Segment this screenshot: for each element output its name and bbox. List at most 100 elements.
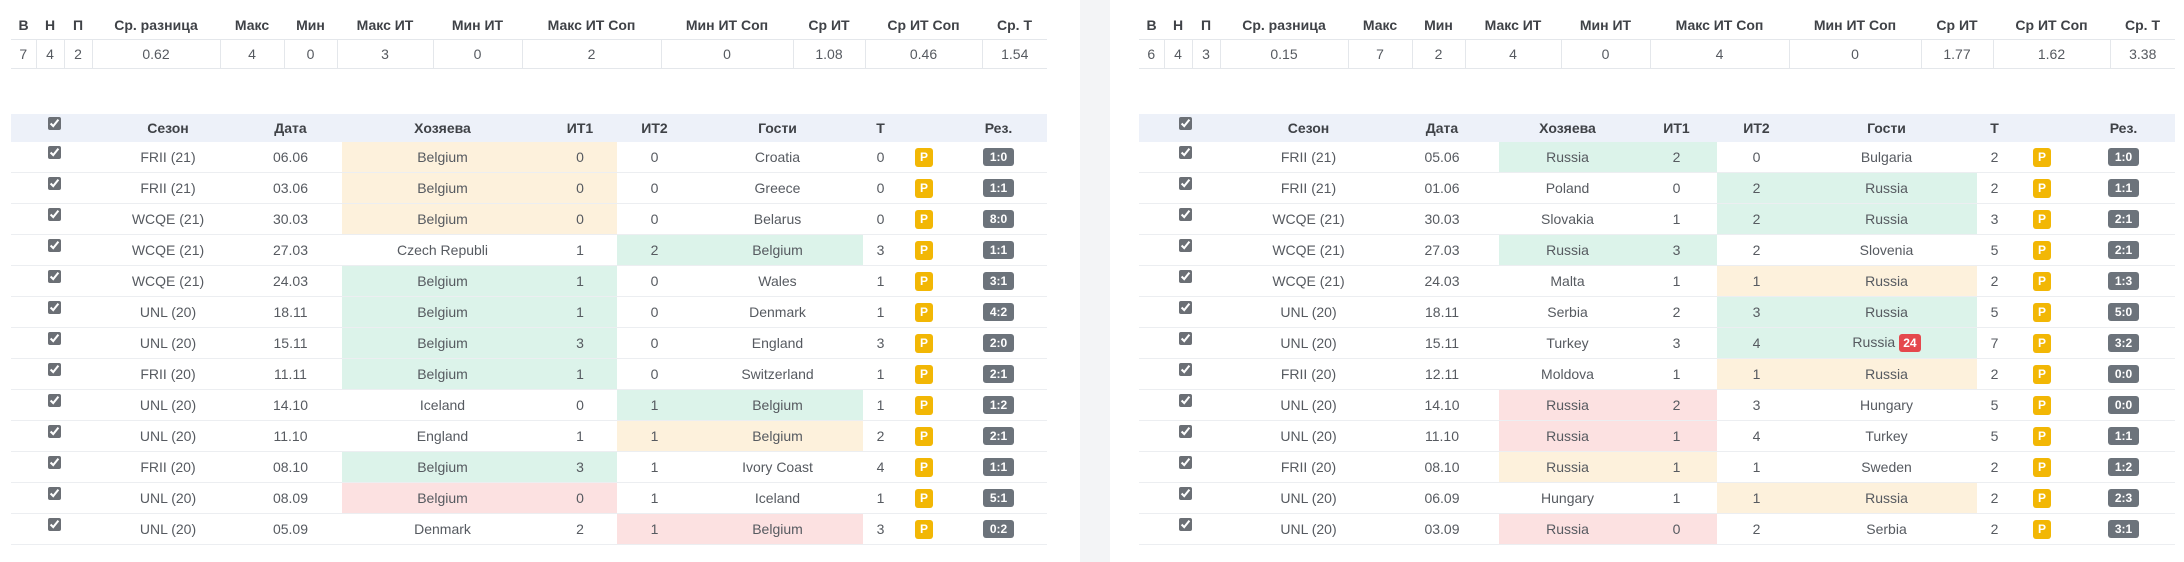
prediction-badge[interactable]: P xyxy=(915,519,933,539)
row-checkbox[interactable] xyxy=(47,208,61,221)
row-checkbox[interactable] xyxy=(1179,394,1192,407)
prediction-badge[interactable]: P xyxy=(2033,457,2051,477)
prediction-cell: P xyxy=(2012,203,2072,235)
prediction-badge[interactable]: P xyxy=(2033,209,2051,229)
row-checkbox[interactable] xyxy=(47,146,61,159)
prediction-badge[interactable]: P xyxy=(915,271,933,291)
row-checkbox[interactable] xyxy=(47,363,61,376)
home-goals-cell: 2 xyxy=(1636,142,1717,173)
row-select-cell xyxy=(1139,513,1232,545)
away-team-name: Turkey xyxy=(1865,428,1908,444)
summary-header-wins: В xyxy=(18,17,29,33)
match-row: WCQE (21) 30.03 Belgium 0 0 Belarus 0 P 8:0 xyxy=(11,203,1047,235)
prediction-badge[interactable]: P xyxy=(915,302,933,322)
home-goals-cell: 0 xyxy=(543,142,617,173)
summary-header-avg-diff: Ср. разница xyxy=(1242,17,1326,33)
away-goals-cell: 1 xyxy=(617,451,692,483)
away-team-cell: Greece xyxy=(692,172,863,204)
prediction-badge[interactable]: P xyxy=(915,333,933,353)
row-select-cell xyxy=(11,234,97,266)
row-checkbox[interactable] xyxy=(47,177,61,190)
summary-header-losses: П xyxy=(1200,17,1212,33)
result-badge: 1:2 xyxy=(2108,458,2139,476)
row-checkbox[interactable] xyxy=(1179,177,1192,190)
prediction-badge[interactable]: P xyxy=(915,364,933,384)
row-checkbox[interactable] xyxy=(47,456,61,469)
home-team-cell: Czech Republi xyxy=(342,234,543,266)
prediction-badge[interactable]: P xyxy=(915,488,933,508)
row-checkbox[interactable] xyxy=(47,301,61,314)
row-checkbox[interactable] xyxy=(1179,456,1192,469)
prediction-badge[interactable]: P xyxy=(2033,302,2051,322)
match-row: UNL (20) 11.10 Russia 1 4 Turkey 5 P 1:1 xyxy=(1139,420,2175,452)
total-cell: 2 xyxy=(863,420,898,452)
prediction-badge[interactable]: P xyxy=(2033,178,2051,198)
row-checkbox[interactable] xyxy=(47,239,61,252)
prediction-badge[interactable]: P xyxy=(2033,333,2051,353)
row-checkbox[interactable] xyxy=(47,518,61,531)
season-cell: FRII (21) xyxy=(1232,142,1385,173)
total-cell: 1 xyxy=(863,296,898,328)
prediction-badge[interactable]: P xyxy=(2033,395,2051,415)
home-goals-cell: 0 xyxy=(543,482,617,514)
result-badge: 2:1 xyxy=(983,365,1014,383)
row-checkbox[interactable] xyxy=(1179,518,1192,531)
row-checkbox[interactable] xyxy=(1179,301,1192,314)
total-cell: 3 xyxy=(863,234,898,266)
result-cell: 1:2 xyxy=(950,389,1047,421)
prediction-badge[interactable]: P xyxy=(2033,519,2051,539)
prediction-badge[interactable]: P xyxy=(2033,271,2051,291)
prediction-badge[interactable]: P xyxy=(915,240,933,260)
result-cell: 5:1 xyxy=(950,482,1047,514)
row-checkbox[interactable] xyxy=(1179,425,1192,438)
row-checkbox[interactable] xyxy=(1179,270,1192,283)
prediction-badge[interactable]: P xyxy=(2033,488,2051,508)
away-team-header: Гости xyxy=(758,120,797,136)
date-cell: 15.11 xyxy=(239,327,342,359)
summary-values-row: 6 4 3 0.15 7 2 4 0 4 0 1.77 1.62 3.38 xyxy=(1139,39,2175,69)
result-badge: 2:3 xyxy=(2108,489,2139,507)
row-checkbox[interactable] xyxy=(47,332,61,345)
summary-value-max: 7 xyxy=(1347,39,1412,69)
prediction-cell: P xyxy=(2012,513,2072,545)
result-cell: 1:3 xyxy=(2072,265,2175,297)
row-select-cell xyxy=(1139,265,1232,297)
result-badge: 3:1 xyxy=(983,272,1014,290)
away-goals-cell: 0 xyxy=(617,265,692,297)
prediction-badge[interactable]: P xyxy=(915,147,933,167)
home-goals-cell: 2 xyxy=(543,513,617,545)
away-goals-cell: 2 xyxy=(1717,172,1796,204)
prediction-badge[interactable]: P xyxy=(915,457,933,477)
result-badge: 1:1 xyxy=(2108,427,2139,445)
row-checkbox[interactable] xyxy=(1179,487,1192,500)
row-checkbox[interactable] xyxy=(1179,363,1192,376)
select-all-checkbox[interactable] xyxy=(47,117,61,130)
away-goals-cell: 3 xyxy=(1717,389,1796,421)
row-checkbox[interactable] xyxy=(1179,208,1192,221)
summary-header-max-it: Макс ИТ xyxy=(1484,17,1542,33)
row-checkbox[interactable] xyxy=(1179,239,1192,252)
prediction-badge[interactable]: P xyxy=(2033,147,2051,167)
result-badge: 2:1 xyxy=(983,427,1014,445)
result-badge: 3:2 xyxy=(2108,334,2139,352)
row-checkbox[interactable] xyxy=(1179,146,1192,159)
season-cell: FRII (20) xyxy=(97,451,239,483)
prediction-badge[interactable]: P xyxy=(2033,426,2051,446)
total-header: Т xyxy=(1990,120,1999,136)
result-badge: 0:0 xyxy=(2108,365,2139,383)
prediction-badge[interactable]: P xyxy=(915,209,933,229)
match-row: WCQE (21) 27.03 Russia 3 2 Slovenia 5 P 2:1 xyxy=(1139,234,2175,266)
prediction-badge[interactable]: P xyxy=(2033,240,2051,260)
prediction-badge[interactable]: P xyxy=(915,395,933,415)
select-all-checkbox[interactable] xyxy=(1179,117,1192,130)
row-checkbox[interactable] xyxy=(47,270,61,283)
prediction-badge[interactable]: P xyxy=(2033,364,2051,384)
row-checkbox[interactable] xyxy=(1179,332,1192,345)
row-checkbox[interactable] xyxy=(47,425,61,438)
prediction-badge[interactable]: P xyxy=(915,426,933,446)
row-checkbox[interactable] xyxy=(47,487,61,500)
away-team-name: Belgium xyxy=(752,521,803,537)
row-checkbox[interactable] xyxy=(47,394,61,407)
prediction-badge[interactable]: P xyxy=(915,178,933,198)
row-select-cell xyxy=(11,327,97,359)
